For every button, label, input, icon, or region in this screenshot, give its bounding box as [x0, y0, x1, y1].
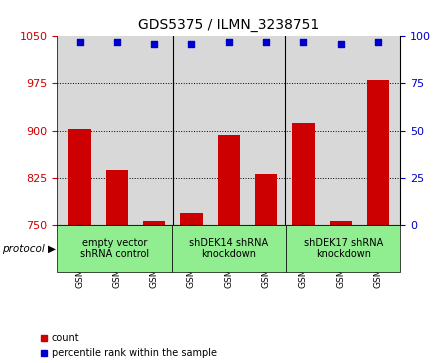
Point [337, 41, 344, 47]
Bar [106, 170, 128, 225]
Text: shDEK17 shRNA
knockdown: shDEK17 shRNA knockdown [304, 238, 383, 260]
Point [188, 41, 195, 47]
Point [263, 39, 270, 45]
Bar [367, 80, 389, 225]
Legend: count, percentile rank within the sample: count, percentile rank within the sample [40, 333, 217, 358]
Bar [180, 213, 203, 225]
Title: GDS5375 / ILMN_3238751: GDS5375 / ILMN_3238751 [138, 19, 319, 33]
Text: empty vector
shRNA control: empty vector shRNA control [80, 238, 149, 260]
Point [76, 39, 83, 45]
Bar [330, 221, 352, 225]
Bar [68, 129, 91, 225]
Bar [292, 122, 315, 225]
Text: protocol ▶: protocol ▶ [2, 244, 56, 254]
Bar [218, 135, 240, 225]
Point [225, 39, 232, 45]
Bar [255, 174, 277, 225]
Bar [143, 221, 165, 225]
Text: shDEK14 shRNA
knockdown: shDEK14 shRNA knockdown [189, 238, 268, 260]
Point [300, 39, 307, 45]
Point [114, 39, 121, 45]
Point [374, 39, 381, 45]
Point [150, 41, 158, 47]
